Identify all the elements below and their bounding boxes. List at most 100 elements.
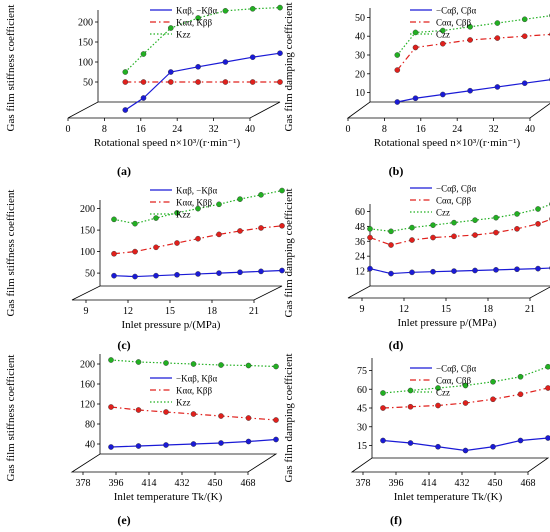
y-tick-label: 10 [355,88,365,99]
legend-label-1: −Cαβ, Cβα [436,364,476,374]
data-point [472,232,478,238]
x-tick-label: 9 [360,304,365,315]
plot-floor [350,457,550,473]
data-point [430,268,436,275]
legend-label-3: Czz [436,30,450,40]
y-tick-label: 50 [85,269,95,280]
data-point [279,267,285,274]
data-point [467,23,473,30]
y-tick-label: 48 [355,222,365,233]
data-point [190,441,197,447]
legend-label-1: −Cαβ, Cβα [436,6,476,16]
x-tick-label: 32 [209,124,219,135]
x-tick-label: 16 [136,124,146,135]
y-tick-label: 100 [78,58,93,69]
x-tick-label: 432 [455,478,470,489]
data-point [222,8,229,14]
x-tick-label: 18 [207,306,217,317]
data-point [407,387,414,394]
data-point [409,269,415,276]
data-point [435,443,441,450]
data-point [451,233,457,240]
x-tick-label: 32 [489,124,499,135]
data-point [153,215,159,221]
legend-label-2: Cαα, Cββ [436,376,472,386]
legend-label-2: Kαα, Kββ [176,386,213,396]
legend-label-1: −Kαβ, Kβα [176,374,217,384]
data-point [472,217,478,223]
panel-label: (d) [389,338,404,352]
data-point [451,268,457,274]
x-axis-label: Inlet pressure p/(MPa) [122,319,221,331]
data-point [163,409,169,415]
panel-label: (c) [117,338,130,352]
data-point [494,20,501,26]
x-tick-label: 396 [109,478,124,489]
x-axis-label: Rotational speed n×10³/(r·min⁻¹) [374,137,521,149]
data-point [111,250,117,257]
data-point [430,234,436,241]
plot-floor [70,453,278,473]
x-tick-label: 0 [346,124,351,135]
data-point [279,222,285,229]
data-point [132,248,138,255]
data-point [258,225,264,231]
legend-label-3: Czz [436,208,450,218]
y-tick-label: 45 [357,404,367,415]
data-point [517,373,524,380]
data-point [367,234,373,241]
data-point [535,265,541,272]
y-tick-label: 40 [85,440,95,451]
y-axis-label: Gas film damping coefficient [283,188,295,317]
data-point [435,402,441,409]
data-point [494,84,501,90]
y-tick-label: 40 [355,32,365,43]
data-point [245,362,252,369]
y-tick-label: 24 [355,252,365,263]
x-tick-label: 40 [525,124,535,135]
data-point [388,228,394,235]
legend: −Cαβ, Cβα Cαα, Cββ Czz [410,364,476,398]
legend-label-1: Kαβ, −Kβα [176,186,217,196]
data-point [167,69,174,75]
data-point [273,417,279,423]
y-tick-label: 30 [355,51,365,62]
data-point [535,206,541,212]
y-tick-label: 200 [78,18,93,29]
data-point [439,27,446,34]
x-tick-label: 414 [142,478,157,489]
chart-panel-b: 10 20 30 40 50 0 8 16 24 32 40 Rotational speed n×1… [283,2,550,178]
data-point [430,222,436,228]
x-axis-label: Inlet pressure p/(MPa) [398,317,497,329]
y-tick-label: 60 [355,207,365,218]
legend-label-2: Kαα, Kββ [176,198,213,208]
data-point [195,64,201,70]
data-point [277,50,283,57]
x-tick-label: 468 [521,478,536,489]
y-tick-label: 150 [78,38,93,49]
y-tick-label: 200 [80,204,95,215]
x-tick-label: 450 [488,478,503,489]
data-point [517,437,524,444]
chart-panel-a: 50 100 150 200 0 8 16 24 32 40 Rotational speed n×… [5,5,283,178]
legend-label-3: Czz [436,388,450,398]
data-point [388,270,394,277]
data-point [140,79,147,85]
data-point [407,403,414,410]
y-tick-label: 75 [357,366,367,377]
legend-label-3: Kzz [176,398,191,408]
data-point [237,269,243,276]
data-point [218,362,224,368]
legend-label-3: Kzz [176,30,191,40]
data-point [462,382,469,389]
y-tick-label: 30 [357,422,367,433]
x-tick-label: 24 [452,124,462,135]
data-point [190,361,197,367]
x-tick-label: 0 [66,124,71,135]
data-point [167,79,174,85]
x-tick-label: 15 [165,306,175,317]
data-point [222,59,229,65]
data-point [218,413,224,419]
x-tick-label: 16 [416,124,426,135]
y-tick-label: 80 [85,420,95,431]
